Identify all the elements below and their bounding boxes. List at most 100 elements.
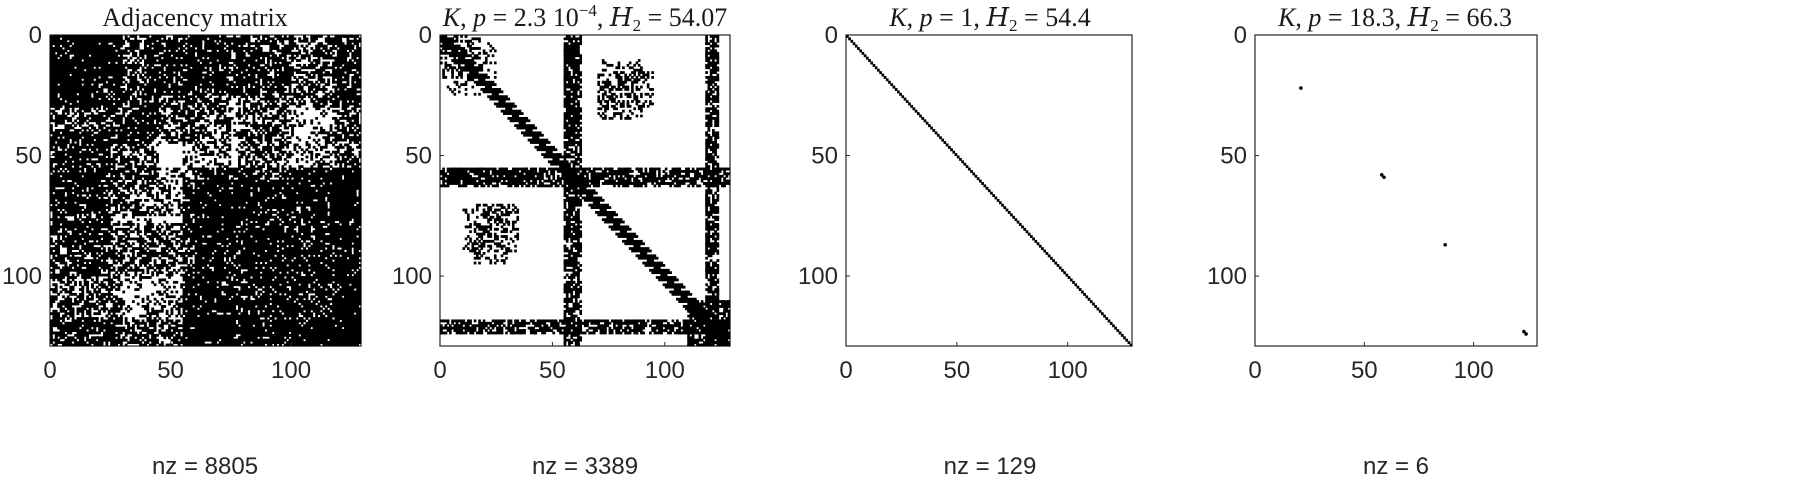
nonzero-cell	[288, 136, 292, 140]
nonzero-cell	[187, 100, 191, 103]
nonzero-cell	[156, 153, 159, 156]
nonzero-cell	[286, 153, 290, 156]
nonzero-cell	[266, 124, 270, 128]
nonzero-cell	[115, 78, 118, 82]
nonzero-cell	[103, 136, 106, 140]
nonzero-cell	[163, 230, 167, 234]
nonzero-cell	[148, 230, 152, 234]
nonzero-cell	[153, 254, 157, 258]
nonzero-cell	[245, 162, 249, 166]
nonzero-cell	[93, 119, 97, 123]
nonzero-cell	[295, 47, 299, 50]
nonzero-cell	[225, 42, 229, 46]
nonzero-cell	[283, 104, 287, 108]
nonzero-cell	[242, 129, 246, 132]
nonzero-cell	[144, 88, 147, 91]
nonzero-cell	[98, 114, 102, 118]
nonzero-cell	[185, 95, 188, 99]
nonzero-cell	[62, 220, 65, 224]
nonzero-cell	[105, 78, 109, 82]
nonzero-cell	[122, 68, 126, 72]
nonzero-cell	[264, 83, 268, 87]
nonzero-cell	[122, 162, 126, 166]
nonzero-cell	[103, 104, 106, 108]
nonzero-cell	[242, 131, 246, 135]
nonzero-cell	[76, 49, 80, 53]
nonzero-cell	[81, 121, 85, 125]
nonzero-cell	[64, 300, 68, 304]
nonzero-cell	[136, 133, 140, 137]
nonzero-cell	[139, 153, 143, 156]
nonzero-cell	[254, 109, 258, 113]
nonzero-cell	[88, 95, 92, 99]
nonzero-cell	[129, 102, 133, 106]
nonzero-cell	[100, 66, 104, 70]
nonzero-cell	[163, 107, 167, 111]
nonzero-cell	[90, 116, 94, 120]
nonzero-cell	[141, 239, 145, 243]
nonzero-cell	[240, 155, 244, 159]
nonzero-cell	[153, 150, 157, 154]
nonzero-cell	[262, 126, 265, 130]
nonzero-cell	[62, 73, 65, 77]
nonzero-cell	[57, 119, 61, 123]
nonzero-cell	[110, 264, 114, 267]
nonzero-cell	[50, 167, 53, 171]
nonzero-cell	[93, 126, 97, 130]
nonzero-cell	[129, 220, 133, 224]
nonzero-cell	[57, 129, 61, 132]
nonzero-cell	[129, 35, 133, 38]
nonzero-cell	[182, 114, 186, 118]
nonzero-cell	[320, 49, 323, 53]
nonzero-cell	[327, 39, 331, 43]
nonzero-cell	[283, 119, 287, 123]
nonzero-cell	[139, 114, 143, 118]
nonzero-cell	[144, 97, 147, 101]
nonzero-cell	[50, 54, 53, 58]
nonzero-cell	[131, 223, 135, 226]
nonzero-cell	[259, 112, 263, 115]
nonzero-cell	[131, 102, 135, 106]
nonzero-cell	[170, 237, 174, 241]
nonzero-cell	[134, 102, 138, 106]
nonzero-cell	[110, 71, 114, 74]
nonzero-cell	[98, 102, 102, 106]
nonzero-cell	[115, 97, 118, 101]
nonzero-cell	[276, 61, 280, 65]
nonzero-cell	[170, 107, 174, 111]
nonzero-cell	[339, 71, 343, 74]
nonzero-cell	[250, 71, 253, 74]
nonzero-cell	[110, 59, 114, 62]
nonzero-cell	[131, 170, 135, 173]
nonzero-cell	[57, 333, 61, 337]
nonzero-cell	[170, 232, 174, 236]
nonzero-cell	[131, 261, 135, 265]
nonzero-cell	[172, 95, 176, 99]
nonzero-cell	[124, 47, 128, 50]
nonzero-cell	[170, 223, 174, 226]
nonzero-cell	[122, 247, 126, 250]
nonzero-cell	[98, 90, 102, 94]
nonzero-cell	[288, 124, 292, 128]
nonzero-cell	[286, 126, 290, 130]
nonzero-cell	[119, 54, 123, 58]
nonzero-cell	[172, 230, 176, 234]
nonzero-cell	[250, 124, 253, 128]
nonzero-cell	[201, 49, 205, 53]
nonzero-cell	[320, 68, 323, 72]
nonzero-cell	[117, 167, 121, 171]
nonzero-cell	[81, 75, 85, 79]
nonzero-cell	[62, 196, 65, 200]
nonzero-cell	[259, 165, 263, 168]
nonzero-cell	[129, 92, 133, 96]
nonzero-cell	[95, 100, 99, 103]
nonzero-cell	[112, 172, 116, 176]
nonzero-cell	[199, 124, 203, 128]
nonzero-cell	[170, 273, 174, 277]
nonzero-cell	[100, 51, 104, 55]
nonzero-cell	[112, 104, 116, 108]
nonzero-cell	[144, 244, 147, 248]
nonzero-cell	[279, 83, 282, 87]
nonzero-cell	[100, 54, 104, 58]
nonzero-cell	[90, 51, 94, 55]
